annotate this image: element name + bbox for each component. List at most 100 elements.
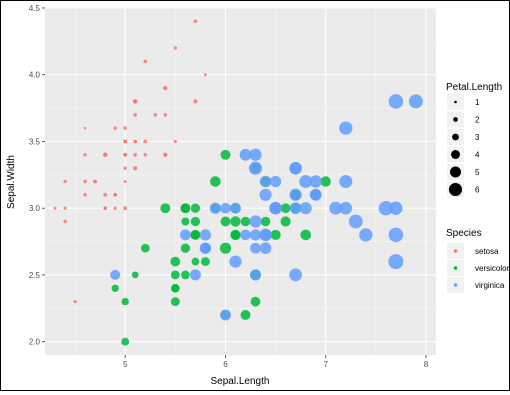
- y-tick-label: 4.0: [29, 71, 41, 80]
- data-point-setosa: [83, 153, 87, 157]
- data-point-versicolor: [280, 216, 291, 227]
- data-point-setosa: [103, 206, 107, 210]
- data-point-versicolor: [170, 297, 180, 307]
- data-point-versicolor: [250, 296, 261, 307]
- data-point-virginica: [408, 94, 423, 109]
- data-point-setosa: [53, 206, 57, 210]
- data-point-setosa: [163, 86, 167, 90]
- data-point-setosa: [133, 112, 138, 117]
- species-legend-label: versicolor: [475, 264, 509, 273]
- data-point-versicolor: [270, 229, 281, 240]
- data-point-virginica: [249, 229, 262, 241]
- data-point-versicolor: [170, 270, 180, 280]
- data-point-versicolor: [181, 217, 190, 226]
- size-legend-label: 6: [475, 186, 480, 195]
- data-point-setosa: [103, 192, 108, 197]
- data-point-virginica: [180, 229, 191, 241]
- data-point-virginica: [289, 161, 302, 175]
- data-point-versicolor: [121, 337, 130, 346]
- data-point-versicolor: [181, 270, 190, 280]
- data-point-versicolor: [200, 257, 210, 267]
- y-axis-ticks: 2.0 2.5 3.0 3.5 4.0 4.5: [29, 4, 45, 347]
- data-point-virginica: [209, 202, 221, 214]
- plot-panel: [45, 8, 436, 355]
- x-tick-label: 6: [223, 360, 228, 369]
- data-point-virginica: [249, 215, 262, 228]
- data-point-setosa: [123, 179, 127, 184]
- data-point-versicolor: [121, 297, 129, 306]
- data-point-virginica: [289, 188, 302, 201]
- data-point-versicolor: [191, 257, 200, 266]
- data-point-setosa: [193, 19, 198, 24]
- x-axis-ticks: 5 6 7 8: [123, 355, 429, 369]
- size-legend-label: 2: [475, 116, 480, 125]
- data-point-setosa: [73, 299, 77, 304]
- data-point-setosa: [123, 206, 128, 211]
- data-point-virginica: [299, 175, 313, 188]
- data-point-setosa: [63, 206, 67, 210]
- data-point-setosa: [133, 99, 138, 104]
- data-point-virginica: [339, 121, 353, 135]
- data-point-versicolor: [171, 284, 180, 293]
- data-point-setosa: [143, 153, 148, 157]
- data-point-setosa: [143, 59, 148, 64]
- data-point-virginica: [348, 214, 363, 229]
- x-axis-title: Sepal.Length: [211, 376, 270, 387]
- data-point-versicolor: [240, 216, 251, 227]
- data-point-virginica: [220, 309, 231, 321]
- data-point-setosa: [143, 139, 148, 144]
- data-point-virginica: [259, 228, 272, 242]
- data-point-virginica: [110, 269, 121, 280]
- species-legend-label: setosa: [475, 247, 499, 256]
- data-point-setosa: [123, 139, 128, 144]
- size-legend-label: 1: [475, 98, 480, 107]
- data-point-setosa: [123, 126, 127, 130]
- data-points: [53, 19, 423, 346]
- data-point-virginica: [199, 242, 211, 254]
- data-point-virginica: [359, 228, 373, 242]
- data-point-virginica: [229, 255, 242, 268]
- data-point-setosa: [63, 179, 67, 184]
- data-point-versicolor: [190, 230, 200, 240]
- data-point-versicolor: [210, 176, 221, 187]
- data-point-versicolor: [170, 256, 181, 267]
- data-point-versicolor: [220, 216, 231, 227]
- y-axis-title: Sepal.Width: [6, 155, 17, 209]
- size-legend-title: Petal.Length: [446, 82, 502, 93]
- size-legend-key: [451, 150, 460, 159]
- data-point-versicolor: [240, 310, 251, 320]
- data-point-virginica: [329, 201, 343, 215]
- data-point-versicolor: [230, 229, 241, 241]
- data-point-virginica: [259, 175, 272, 188]
- data-point-versicolor: [180, 203, 190, 213]
- species-legend-key: [453, 283, 458, 287]
- data-point-versicolor: [131, 271, 139, 279]
- data-point-virginica: [388, 227, 404, 243]
- data-point-versicolor: [320, 176, 331, 187]
- data-point-virginica: [249, 148, 262, 161]
- data-point-versicolor: [280, 203, 291, 214]
- data-point-virginica: [388, 254, 404, 270]
- data-point-setosa: [203, 73, 207, 77]
- y-tick-label: 2.5: [29, 271, 41, 280]
- data-point-setosa: [193, 99, 198, 104]
- data-point-versicolor: [160, 203, 171, 214]
- data-point-setosa: [153, 112, 158, 117]
- data-point-setosa: [133, 152, 138, 157]
- grid-lines: [45, 7, 436, 355]
- data-point-setosa: [113, 206, 117, 210]
- data-point-versicolor: [219, 242, 232, 254]
- data-point-setosa: [83, 192, 87, 197]
- data-point-virginica: [388, 94, 404, 109]
- data-point-virginica: [299, 202, 312, 215]
- species-legend-key: [453, 266, 458, 270]
- data-point-versicolor: [300, 229, 311, 241]
- data-point-setosa: [163, 152, 168, 157]
- data-point-virginica: [259, 242, 272, 255]
- y-tick-label: 2.0: [29, 338, 41, 347]
- data-point-virginica: [389, 201, 403, 215]
- species-legend: Species setosa versicolor virginica: [446, 228, 510, 293]
- data-point-virginica: [199, 229, 211, 241]
- data-point-setosa: [102, 152, 108, 158]
